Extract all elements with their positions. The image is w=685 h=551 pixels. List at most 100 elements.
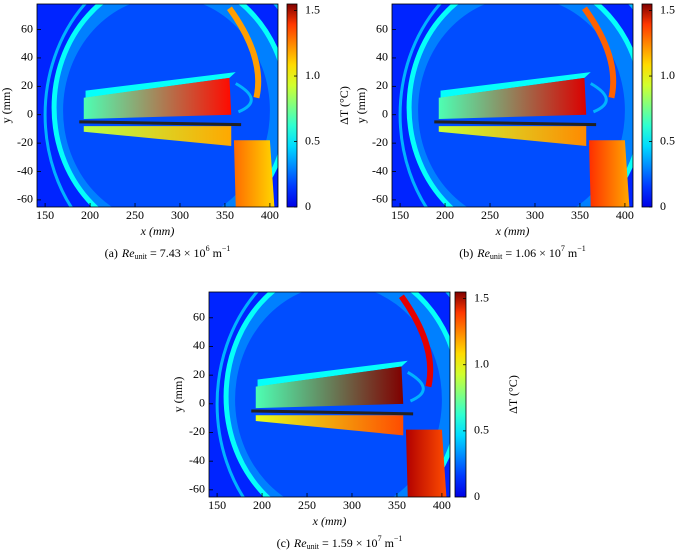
caption-symbol: Re bbox=[476, 246, 490, 260]
x-tick-label: 400 bbox=[261, 208, 279, 222]
y-tick-label: 20 bbox=[21, 78, 33, 92]
caption-unit: m bbox=[385, 536, 395, 550]
heatmap bbox=[37, 4, 278, 207]
lower-wedge bbox=[438, 126, 587, 146]
shock-front bbox=[227, 6, 262, 99]
caption-symbol: Re bbox=[293, 536, 307, 550]
colorbar-tick-label: 0.5 bbox=[660, 133, 675, 147]
model bbox=[79, 120, 242, 127]
y-tick-label: -20 bbox=[17, 135, 33, 149]
y-axis-label: y (mm) bbox=[171, 377, 185, 413]
y-tick-label: -60 bbox=[189, 482, 205, 496]
panel: 150 200 250 300 350 400 -60 -40 -20 0 20 40 60 x (mm)… bbox=[354, 2, 675, 261]
caption-label: (a) bbox=[105, 246, 118, 260]
caption-label: (c) bbox=[277, 536, 290, 550]
side-column bbox=[588, 140, 630, 207]
shock-arc bbox=[215, 292, 450, 497]
shock-arc bbox=[398, 4, 633, 207]
x-tick-label: 150 bbox=[391, 208, 409, 222]
caption-exponent: 6 bbox=[206, 244, 210, 253]
caption-unit: m bbox=[213, 246, 223, 260]
y-tick-label: -40 bbox=[372, 163, 388, 177]
y-tick-label: 40 bbox=[193, 338, 205, 352]
caption-value: = 1.06 × 10 bbox=[505, 246, 561, 260]
colorbar-tick-label: 0.5 bbox=[474, 423, 489, 437]
y-tick-label: 0 bbox=[27, 106, 33, 120]
colorbar-tick-label: 1.5 bbox=[474, 290, 489, 304]
plot-frame bbox=[208, 291, 451, 498]
upper-wedge bbox=[255, 366, 404, 409]
boundary-layer bbox=[85, 72, 236, 98]
colorbar bbox=[286, 3, 298, 208]
x-tick-label: 350 bbox=[216, 208, 234, 222]
caption-subscript: unit bbox=[307, 542, 320, 551]
caption-exponent: 7 bbox=[378, 534, 382, 543]
x-tick-label: 150 bbox=[36, 208, 54, 222]
colorbar-tick-label: 0 bbox=[660, 199, 666, 213]
caption-subscript: unit bbox=[490, 252, 503, 261]
caption-value: = 1.59 × 10 bbox=[322, 536, 378, 550]
x-tick-label: 250 bbox=[126, 208, 144, 222]
colorbar bbox=[454, 291, 467, 498]
y-axis-label: y (mm) bbox=[0, 88, 13, 124]
x-tick-label: 200 bbox=[436, 208, 454, 222]
colorbar-label: ΔT (°C) bbox=[337, 86, 351, 125]
caption: (c) Reunit = 1.59 × 107 m−1 bbox=[277, 534, 403, 551]
x-tick-label: 200 bbox=[81, 208, 99, 222]
x-tick-label: 300 bbox=[171, 208, 189, 222]
x-tick-label: 200 bbox=[253, 498, 271, 512]
y-tick-label: 60 bbox=[21, 21, 33, 35]
x-tick-label: 350 bbox=[571, 208, 589, 222]
colorbar-tick-label: 1.5 bbox=[660, 2, 675, 16]
upper-wedge bbox=[83, 77, 232, 119]
side-column bbox=[233, 140, 275, 207]
caption-value: = 7.43 × 10 bbox=[150, 246, 206, 260]
shock-arc bbox=[43, 4, 278, 207]
lower-wedge bbox=[83, 126, 232, 146]
model bbox=[434, 120, 597, 127]
shock-front bbox=[589, 82, 608, 114]
colorbar bbox=[641, 3, 653, 208]
caption-subscript: unit bbox=[135, 252, 148, 261]
x-tick-label: 250 bbox=[298, 498, 316, 512]
side-column bbox=[405, 429, 447, 497]
x-tick-label: 400 bbox=[616, 208, 634, 222]
shock-front bbox=[234, 82, 253, 114]
caption-exponent: 7 bbox=[561, 244, 565, 253]
colorbar-label: ΔT (°C) bbox=[506, 375, 520, 414]
boundary-layer bbox=[440, 72, 591, 98]
plot-frame bbox=[391, 3, 634, 208]
panel: 150 200 250 300 350 400 -60 -40 -20 0 20 40 60 x (mm)… bbox=[171, 290, 520, 551]
x-tick-label: 300 bbox=[343, 498, 361, 512]
caption: (a) Reunit = 7.43 × 106 m−1 bbox=[105, 244, 231, 261]
colorbar-tick-label: 1.5 bbox=[305, 2, 320, 16]
upper-wedge bbox=[438, 77, 587, 119]
y-tick-label: 60 bbox=[376, 21, 388, 35]
boundary-layer bbox=[257, 360, 408, 387]
caption-symbol: Re bbox=[121, 246, 135, 260]
x-tick-label: 400 bbox=[433, 498, 451, 512]
y-tick-label: 60 bbox=[193, 310, 205, 324]
caption-unit: m bbox=[568, 246, 578, 260]
y-tick-label: -60 bbox=[17, 192, 33, 206]
y-tick-label: -40 bbox=[189, 453, 205, 467]
y-tick-label: -40 bbox=[17, 163, 33, 177]
colorbar-tick-label: 0 bbox=[474, 489, 480, 503]
lower-wedge bbox=[255, 415, 404, 436]
colorbar-tick-label: 0.5 bbox=[305, 133, 320, 147]
y-tick-label: 40 bbox=[376, 50, 388, 64]
model bbox=[251, 409, 414, 416]
caption-unit-exponent: −1 bbox=[394, 534, 403, 543]
y-tick-label: -60 bbox=[372, 192, 388, 206]
y-tick-label: -20 bbox=[372, 135, 388, 149]
heatmap bbox=[209, 292, 450, 497]
colorbar-tick-label: 1.0 bbox=[305, 68, 320, 82]
x-axis-label: x (mm) bbox=[495, 224, 530, 238]
y-tick-label: 0 bbox=[199, 396, 205, 410]
x-axis-label: x (mm) bbox=[312, 514, 347, 528]
colorbar-tick-label: 0 bbox=[305, 199, 311, 213]
y-axis-label: y (mm) bbox=[354, 88, 368, 124]
y-tick-label: 0 bbox=[382, 106, 388, 120]
caption: (b) Reunit = 1.06 × 107 m−1 bbox=[459, 244, 586, 261]
